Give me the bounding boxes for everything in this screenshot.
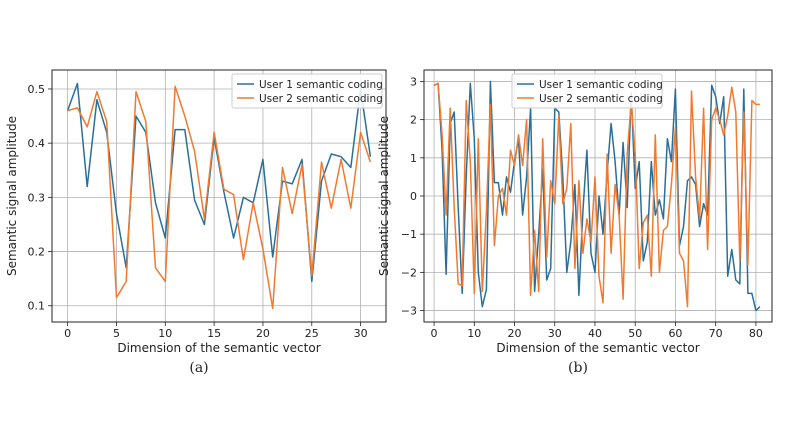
x-tick-label: 50 xyxy=(628,327,642,340)
x-tick-label: 30 xyxy=(354,327,368,340)
legend-label-user1: User 1 semantic coding xyxy=(259,79,383,91)
y-tick-label: 0.5 xyxy=(28,83,46,96)
y-tick-label: 0.1 xyxy=(28,300,46,313)
x-tick-label: 80 xyxy=(749,327,763,340)
x-tick-label: 60 xyxy=(668,327,682,340)
x-axis-label: Dimension of the semantic vector xyxy=(496,341,699,355)
x-tick-labels: 0 5 10 15 20 25 30 xyxy=(64,327,367,340)
legend: User 1 semantic coding User 2 semantic c… xyxy=(231,73,383,109)
y-tick-label: −1 xyxy=(401,228,417,241)
x-axis-label: Dimension of the semantic vector xyxy=(117,341,320,355)
plot-frame xyxy=(423,69,773,323)
y-tick-labels: 0.1 0.2 0.3 0.4 0.5 xyxy=(28,83,46,313)
legend-label-user2: User 2 semantic coding xyxy=(259,93,383,105)
caption-b: (b) xyxy=(568,360,588,376)
y-axis-label: Semantic signal amplitude xyxy=(5,116,19,276)
chart-panel-a: 0 5 10 15 20 25 30 0.1 0.2 0.3 0.4 0.5 Dimension o… xyxy=(5,69,387,376)
x-tick-label: 30 xyxy=(548,327,562,340)
legend-box xyxy=(231,73,383,109)
y-tick-label: 2 xyxy=(410,114,417,127)
x-tick-label: 0 xyxy=(431,327,438,340)
series-lines xyxy=(66,82,372,310)
legend: User 1 semantic coding User 2 semantic c… xyxy=(511,73,663,109)
x-tick-label: 5 xyxy=(113,327,120,340)
x-tick-label: 15 xyxy=(207,327,221,340)
y-tick-label: 0.4 xyxy=(28,137,46,150)
y-tick-label: 0.3 xyxy=(28,191,46,204)
y-tick-label: 1 xyxy=(410,152,417,165)
x-tick-labels: 0 10 20 30 40 50 60 70 80 xyxy=(431,327,763,340)
x-tick-label: 0 xyxy=(64,327,71,340)
caption-a: (a) xyxy=(189,360,208,376)
legend-label-user2: User 2 semantic coding xyxy=(539,93,663,105)
x-tick-label: 70 xyxy=(709,327,723,340)
x-tick-label: 25 xyxy=(305,327,319,340)
x-tick-label: 40 xyxy=(588,327,602,340)
x-tick-label: 20 xyxy=(508,327,522,340)
x-tick-label: 10 xyxy=(158,327,172,340)
chart-panel-b: 0 10 20 30 40 50 60 70 80 −3 −2 −1 0 1 2 3 Dimension o… xyxy=(377,69,773,376)
legend-box xyxy=(511,73,663,109)
x-tick-label: 10 xyxy=(467,327,481,340)
y-tick-label: 3 xyxy=(410,75,417,88)
y-tick-label: 0.2 xyxy=(28,246,46,259)
y-tick-label: 0 xyxy=(410,190,417,203)
y-axis-label: Semantic signal amplitude xyxy=(377,116,391,276)
series-lines xyxy=(433,80,761,312)
y-tick-label: −3 xyxy=(401,305,417,318)
y-tick-labels: −3 −2 −1 0 1 2 3 xyxy=(401,75,417,317)
series-line-user2 xyxy=(67,85,372,310)
plot-frame xyxy=(51,69,387,323)
y-tick-label: −2 xyxy=(401,266,417,279)
legend-label-user1: User 1 semantic coding xyxy=(539,79,663,91)
series-line-user2 xyxy=(433,82,760,308)
x-tick-label: 20 xyxy=(256,327,270,340)
